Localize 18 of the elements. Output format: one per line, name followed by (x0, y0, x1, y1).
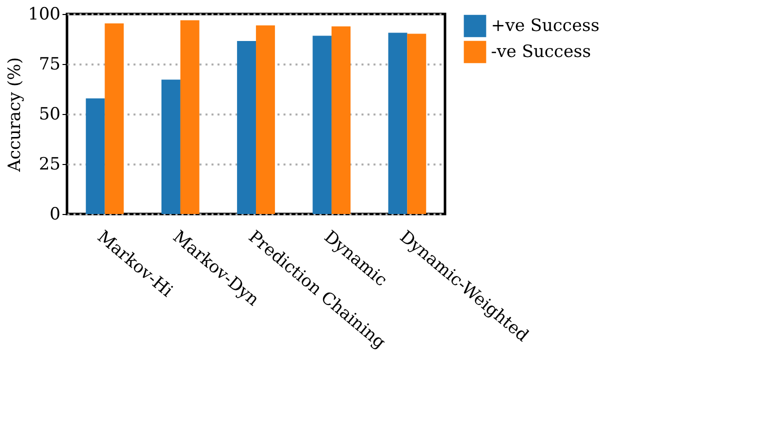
y-tick-label: 0 (50, 204, 60, 224)
legend-label: +ve Success (491, 16, 600, 36)
y-tick-label: 25 (38, 154, 60, 174)
y-tick-label: 75 (38, 54, 60, 74)
y-axis-title: Accuracy (%) (5, 57, 26, 173)
bar (407, 34, 426, 214)
bar (237, 41, 256, 214)
y-tick-label: 50 (38, 104, 60, 124)
bar (104, 23, 124, 214)
y-tick-label: 100 (28, 4, 60, 24)
bar (388, 32, 408, 214)
bar (161, 80, 180, 214)
legend-label: -ve Success (491, 42, 591, 62)
bar (86, 98, 105, 214)
bar (312, 36, 332, 214)
bar (180, 20, 200, 214)
bar (332, 26, 351, 214)
bar (256, 25, 275, 214)
